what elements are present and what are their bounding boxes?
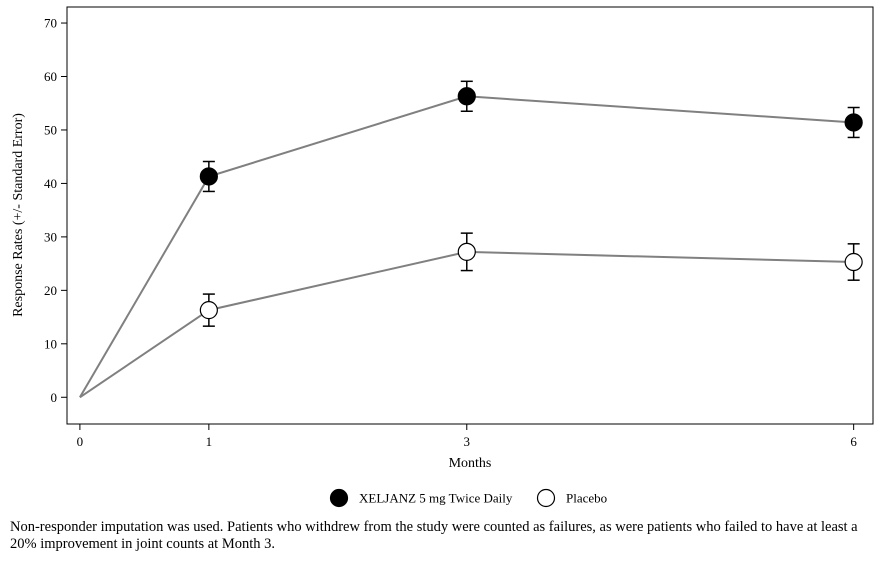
series-placebo <box>79 232 863 399</box>
x-tick-label: 0 <box>77 434 84 449</box>
y-tick-label: 10 <box>44 336 57 351</box>
y-tick-label: 60 <box>44 69 57 84</box>
y-tick-label: 0 <box>51 390 58 405</box>
series-layer <box>79 80 863 399</box>
legend-label: Placebo <box>566 491 607 506</box>
y-axis: 0 10 20 30 40 50 60 70 <box>44 16 67 405</box>
y-tick-label: 20 <box>44 283 57 298</box>
legend-label: XELJANZ 5 mg Twice Daily <box>359 491 513 506</box>
footnote: Non-responder imputation was used. Patie… <box>10 519 858 552</box>
legend: XELJANZ 5 mg Twice Daily Placebo <box>329 488 607 508</box>
response-rate-chart: 0 1 3 6 0 10 20 30 40 50 60 70 Months Response Rat… <box>11 6 874 508</box>
data-point <box>844 252 863 272</box>
legend-marker <box>536 488 556 508</box>
x-tick-label: 3 <box>464 434 471 449</box>
series-line <box>79 95 854 398</box>
x-axis: 0 1 3 6 <box>77 424 857 449</box>
series-xeljanz <box>79 80 863 398</box>
y-tick-label: 70 <box>44 16 57 31</box>
y-axis-title: Response Rates (+/- Standard Error) <box>11 113 26 317</box>
x-tick-label: 1 <box>206 434 213 449</box>
data-point <box>457 242 476 261</box>
data-point <box>199 301 218 320</box>
series-line <box>79 250 854 399</box>
data-point <box>844 113 863 132</box>
x-axis-title: Months <box>449 456 492 471</box>
y-tick-label: 40 <box>44 176 57 191</box>
legend-marker <box>329 488 349 508</box>
y-tick-label: 30 <box>44 229 57 244</box>
x-tick-label: 6 <box>850 434 857 449</box>
plot-frame <box>66 6 874 425</box>
y-tick-label: 50 <box>44 122 57 137</box>
data-point <box>199 167 218 186</box>
data-point <box>457 87 476 106</box>
